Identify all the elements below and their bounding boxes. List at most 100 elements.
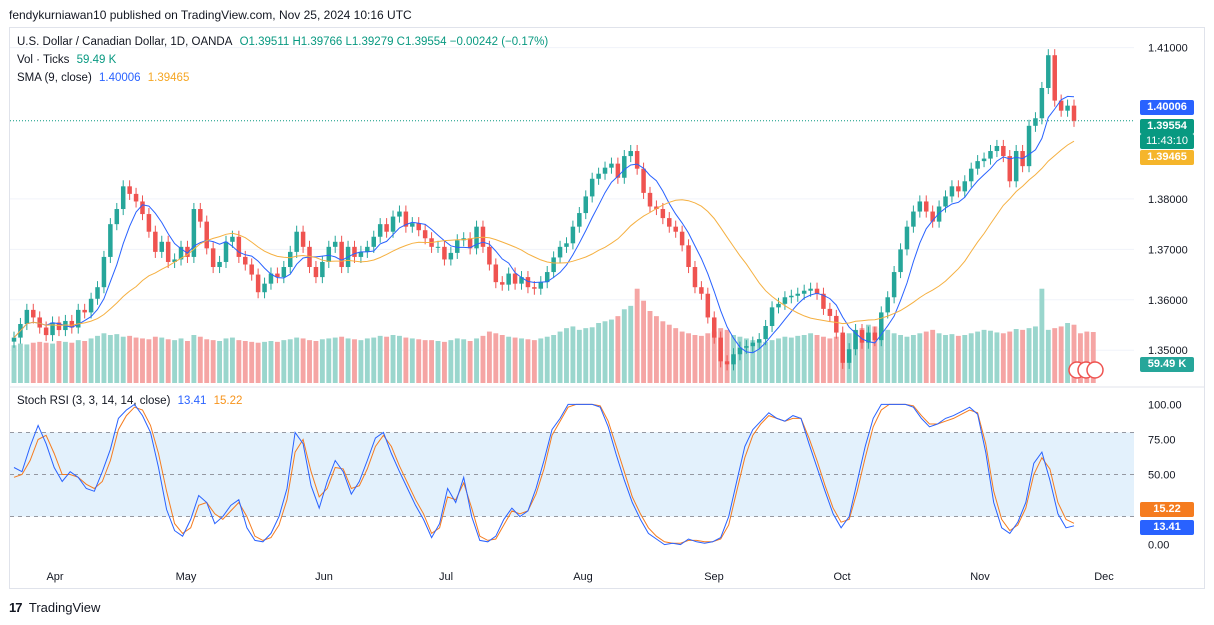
candle-body bbox=[249, 264, 254, 275]
volume-bar bbox=[711, 331, 717, 383]
candle-body bbox=[615, 163, 621, 178]
volume-bar bbox=[821, 336, 826, 383]
volume-bar bbox=[377, 335, 383, 383]
volume-bar bbox=[313, 341, 319, 383]
volume-legend[interactable]: Vol · Ticks 59.49 K bbox=[17, 54, 120, 66]
candle-body bbox=[281, 267, 287, 278]
x-tick-label: Sep bbox=[704, 571, 724, 583]
volume-bar bbox=[679, 331, 685, 383]
volume-bar bbox=[1052, 328, 1058, 383]
stoch-d-tag: 15.22 bbox=[1140, 502, 1194, 517]
symbol-legend[interactable]: U.S. Dollar / Canadian Dollar, 1D, OANDA… bbox=[17, 36, 552, 48]
volume-bar bbox=[50, 343, 55, 383]
candle-body bbox=[165, 241, 171, 262]
candle-body bbox=[654, 206, 659, 210]
publisher-line: fendykurniawan10 published on TradingVie… bbox=[9, 8, 412, 22]
volume-bar bbox=[621, 309, 627, 383]
candle-body bbox=[975, 161, 980, 169]
candle-body bbox=[930, 211, 935, 222]
volume-bar bbox=[968, 333, 974, 383]
volume-bar bbox=[88, 338, 94, 383]
volume-bar bbox=[69, 342, 75, 383]
candle-body bbox=[564, 243, 569, 247]
volume-bar bbox=[596, 323, 602, 383]
volume-bar bbox=[339, 336, 345, 383]
candle-body bbox=[352, 246, 357, 257]
volume-bar bbox=[185, 341, 190, 383]
volume-bar bbox=[564, 328, 569, 383]
candle-body bbox=[917, 201, 923, 212]
volume-bar bbox=[397, 335, 402, 383]
volume-bar bbox=[795, 335, 801, 383]
event-flag-icon bbox=[1086, 361, 1104, 379]
stoch-tick-label: 75.00 bbox=[1148, 434, 1176, 446]
volume-bar bbox=[390, 335, 396, 383]
price-tick-label: 1.37000 bbox=[1148, 244, 1188, 256]
sma-legend[interactable]: SMA (9, close) 1.40006 1.39465 bbox=[17, 72, 193, 84]
candle-body bbox=[69, 320, 75, 328]
price-tick-label: 1.41000 bbox=[1148, 43, 1188, 55]
volume-bar bbox=[204, 339, 210, 383]
volume-bar bbox=[975, 331, 981, 383]
stoch-k-line bbox=[13, 403, 1075, 546]
candle-body bbox=[416, 223, 421, 231]
candle-body bbox=[692, 267, 698, 288]
stoch-tick-label: 50.00 bbox=[1148, 470, 1176, 482]
candle-body bbox=[724, 361, 730, 365]
candle-body bbox=[230, 236, 235, 242]
candle-body bbox=[544, 272, 550, 283]
candle-body bbox=[1052, 55, 1057, 101]
volume-bar bbox=[673, 328, 679, 383]
stoch-k-tag: 13.41 bbox=[1140, 520, 1194, 535]
volume-bar bbox=[923, 331, 929, 383]
volume-bar bbox=[872, 326, 878, 383]
volume-bar bbox=[1033, 326, 1038, 383]
candle-body bbox=[358, 251, 364, 257]
chart-frame[interactable] bbox=[9, 27, 1205, 589]
candle-body bbox=[628, 151, 633, 157]
candle-body bbox=[1046, 55, 1051, 88]
volume-bar bbox=[480, 335, 486, 383]
candle-body bbox=[686, 245, 691, 268]
candle-body bbox=[718, 337, 723, 362]
volume-bar bbox=[994, 332, 1000, 383]
candle-body bbox=[756, 339, 762, 343]
volume-bar bbox=[801, 335, 807, 383]
candle-body bbox=[1071, 105, 1077, 121]
volume-bar bbox=[114, 334, 120, 383]
volume-bar bbox=[435, 341, 441, 383]
stoch-legend[interactable]: Stoch RSI (3, 3, 14, 14, close) 13.41 15… bbox=[17, 395, 246, 407]
candle-body bbox=[172, 259, 177, 262]
volume-bar bbox=[30, 342, 36, 383]
candle-body bbox=[769, 307, 775, 327]
candle-body bbox=[31, 309, 36, 318]
volume-bar bbox=[602, 321, 608, 383]
volume-bar bbox=[1090, 332, 1096, 383]
candle-body bbox=[506, 273, 511, 285]
volume-bar bbox=[698, 335, 704, 383]
candle-body bbox=[313, 267, 319, 278]
candle-body bbox=[885, 297, 890, 313]
candle-body bbox=[390, 216, 396, 232]
volume-bar bbox=[512, 337, 518, 383]
volume-bar bbox=[409, 338, 415, 383]
volume-bar bbox=[364, 338, 370, 383]
volume-bar bbox=[1058, 326, 1064, 383]
candle-body bbox=[949, 186, 955, 197]
volume-bar bbox=[56, 341, 62, 383]
footer-brand[interactable]: 17 TradingView bbox=[9, 600, 100, 615]
volume-bar bbox=[634, 288, 640, 383]
candle-body bbox=[82, 309, 87, 313]
candle-body bbox=[731, 354, 736, 365]
volume-bar bbox=[1065, 323, 1071, 383]
candle-body bbox=[339, 241, 344, 268]
ohlc-values: O1.39511 H1.39766 L1.39279 C1.39554 −0.0… bbox=[239, 36, 549, 48]
volume-bar bbox=[172, 340, 178, 383]
volume-bar bbox=[1026, 328, 1032, 383]
candle-body bbox=[243, 256, 248, 265]
candle-body bbox=[641, 168, 646, 193]
volume-bar bbox=[525, 339, 531, 383]
volume-bar bbox=[705, 333, 711, 383]
candle-body bbox=[859, 330, 865, 343]
